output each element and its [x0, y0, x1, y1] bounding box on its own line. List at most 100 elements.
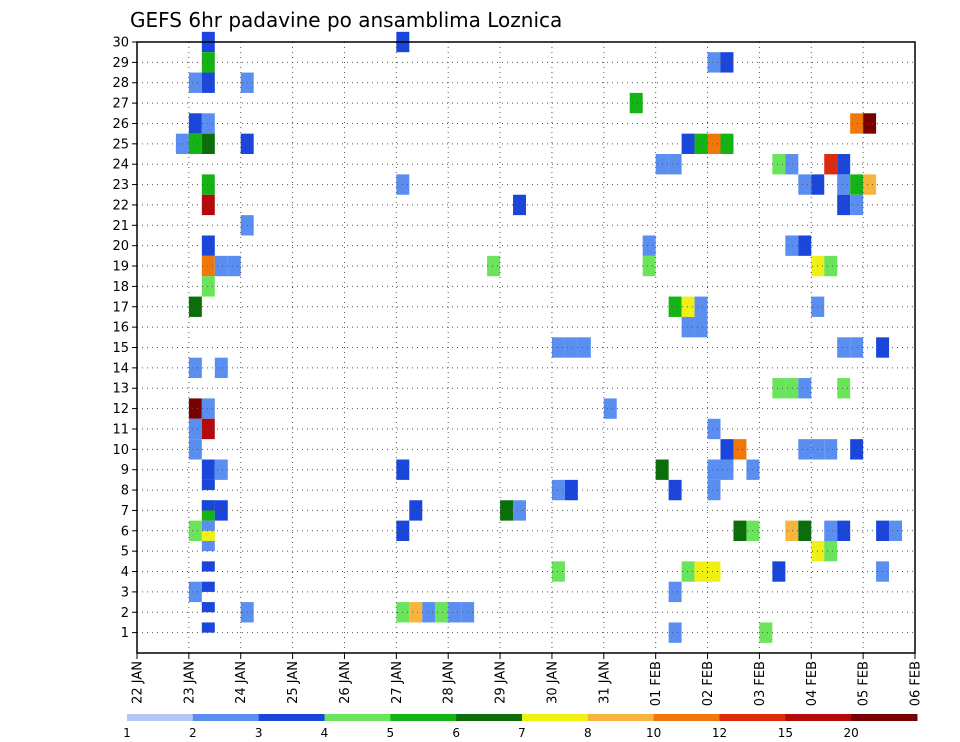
heatmap-cell [850, 194, 864, 216]
heatmap-cell [201, 398, 215, 419]
heatmap-cell [201, 602, 215, 613]
heatmap-cell [214, 459, 228, 480]
y-tick-label: 19 [112, 260, 129, 275]
y-tick-label: 1 [121, 626, 129, 641]
heatmap-cell [694, 561, 708, 582]
x-tick-label: 31 JAN [597, 661, 612, 704]
x-tick-label: 01 FEB [649, 661, 664, 706]
heatmap-cell [707, 418, 721, 440]
heatmap-cell [798, 174, 812, 195]
heatmap-cell [889, 520, 903, 541]
y-tick-label: 2 [121, 606, 129, 621]
heatmap-cell [850, 174, 864, 195]
heatmap-cell [201, 276, 215, 297]
legend-label: 12 [712, 726, 727, 740]
heatmap-cell [422, 602, 436, 623]
legend-swatch [719, 714, 786, 721]
heatmap-cell [513, 500, 526, 521]
heatmap-cell [201, 540, 215, 552]
y-tick-label: 28 [112, 76, 129, 91]
y-tick-label: 7 [121, 504, 129, 519]
y-tick-label: 24 [112, 158, 129, 173]
y-tick-label: 22 [112, 198, 129, 213]
heatmap-cell [577, 337, 591, 358]
heatmap-cell [850, 439, 864, 460]
heatmap-cell [785, 235, 799, 256]
heatmap-cell [642, 255, 656, 277]
heatmap-cell [863, 113, 877, 134]
heatmap-cell [214, 357, 228, 379]
heatmap-cell [227, 255, 241, 277]
legend-label: 20 [844, 726, 859, 740]
x-tick-label: 06 FEB [909, 661, 924, 706]
heatmap-cell [201, 520, 215, 531]
y-tick-label: 14 [112, 361, 129, 376]
heatmap-cell [837, 174, 851, 195]
heatmap-cell [201, 418, 215, 440]
heatmap-cell [188, 398, 202, 419]
heatmap-cell [824, 154, 838, 175]
legend-swatch [127, 714, 194, 721]
heatmap-cell [681, 133, 695, 155]
heatmap-cell [720, 133, 734, 155]
heatmap-cell [733, 439, 747, 460]
heatmap-cell [603, 398, 617, 419]
legend-swatch [258, 714, 325, 721]
heatmap-cell [201, 459, 215, 480]
x-tick-label: 02 FEB [701, 661, 716, 706]
heatmap-cell [720, 439, 734, 460]
heatmap-cell [772, 561, 786, 582]
heatmap-cell [694, 316, 708, 338]
heatmap-cell [837, 520, 851, 541]
heatmap-cell [448, 602, 462, 623]
heatmap-cell [785, 520, 799, 541]
heatmap-cell [694, 133, 708, 155]
y-tick-label: 27 [112, 97, 129, 112]
heatmap-cell [201, 133, 215, 155]
heatmap-cell [824, 255, 838, 277]
heatmap-cell [629, 92, 643, 114]
heatmap-cell [564, 337, 578, 358]
heatmap-cell [824, 520, 838, 541]
heatmap-cell [513, 194, 526, 216]
legend-swatch [522, 714, 589, 721]
y-tick-label: 18 [112, 280, 129, 295]
heatmap-cell [798, 378, 812, 399]
legend-swatch [390, 714, 457, 721]
heatmap-cell [201, 235, 215, 256]
y-tick-label: 17 [112, 300, 129, 315]
x-tick-label: 25 JAN [286, 661, 301, 704]
y-tick-label: 11 [112, 422, 129, 437]
heatmap-cell [188, 418, 202, 440]
heatmap-cell [707, 52, 721, 73]
heatmap-cell [201, 72, 215, 93]
heatmap-cell [681, 316, 695, 338]
x-tick-label: 03 FEB [753, 661, 768, 706]
heatmap-cell [188, 296, 202, 317]
heatmap-cell [863, 174, 877, 195]
heatmap-cell [214, 500, 228, 521]
heatmap-cell [201, 174, 215, 195]
heatmap-cell [681, 296, 695, 317]
heatmap-cell [837, 337, 851, 358]
y-tick-label: 9 [121, 463, 129, 478]
heatmap-cell [707, 133, 721, 155]
heatmap-cell [201, 52, 215, 73]
legend-swatch [456, 714, 523, 721]
heatmap-cell [707, 479, 721, 501]
legend-swatch [324, 714, 391, 721]
heatmap-cell [201, 479, 215, 491]
chart-title: GEFS 6hr padavine po ansamblima Loznica [130, 8, 562, 32]
y-tick-label: 8 [121, 484, 129, 499]
heatmap-cell [188, 581, 202, 603]
heatmap-cell [409, 500, 423, 521]
y-tick-label: 25 [112, 137, 129, 152]
heatmap-cell [668, 154, 682, 175]
heatmap-cell [500, 500, 514, 521]
heatmap-cell [409, 602, 423, 623]
y-axis-ticks: 1234567891011121314151617181920212223242… [112, 36, 137, 641]
heatmap-cell [201, 113, 215, 134]
heatmap-cells [175, 31, 903, 643]
y-tick-label: 29 [112, 56, 129, 71]
heatmap-cell [785, 378, 799, 399]
